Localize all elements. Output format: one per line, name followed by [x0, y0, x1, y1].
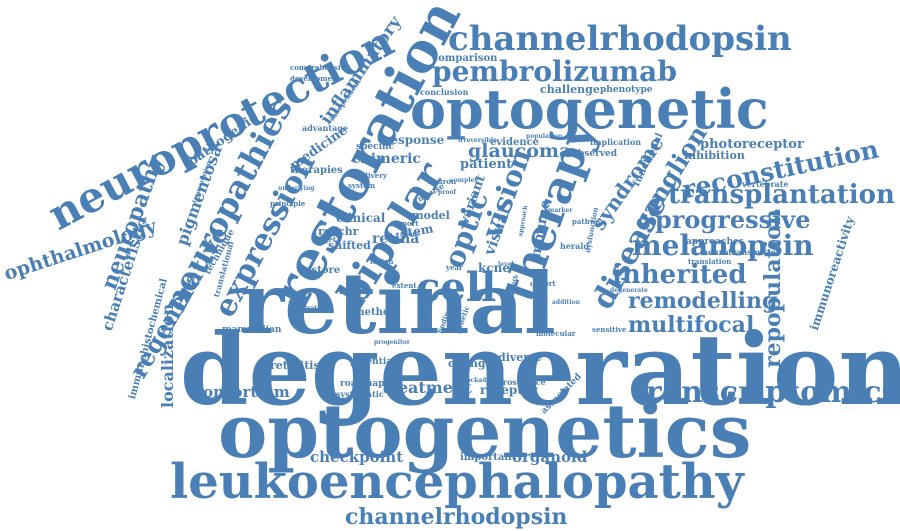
- word-reachr: reachr: [318, 225, 359, 238]
- word-response: response: [384, 133, 445, 147]
- word-principle: principle: [270, 199, 306, 208]
- word-population: population: [526, 133, 563, 140]
- word-retina: retina: [372, 231, 420, 247]
- word-progenitor: progenitor: [374, 339, 410, 346]
- word-irreversible: irreversible: [458, 137, 497, 144]
- word-photoreceptor: photoreceptor: [700, 137, 804, 152]
- word-channelrhodopsin-top: channelrhodopsin: [448, 19, 792, 59]
- word-report: report: [394, 219, 419, 228]
- word-progressive: progressive: [655, 205, 811, 234]
- word-year: year: [446, 263, 463, 272]
- word-vertebrate: vertebrate: [742, 179, 789, 189]
- word-degeneration: degeneration: [180, 313, 900, 428]
- word-treatment: treatment: [382, 378, 472, 397]
- word-degenerate: degenerate: [610, 287, 648, 294]
- word-inhibition: inhibition: [684, 149, 745, 162]
- word-level: level: [498, 261, 514, 268]
- word-repopulation: repopulation: [760, 209, 786, 368]
- word-channelrhodopsin-bottom: channelrhodopsin: [345, 504, 568, 530]
- word-clinical: clinical: [336, 211, 386, 225]
- word-implication: implication: [590, 137, 642, 147]
- word-diverse: diverse: [498, 351, 543, 364]
- word-checkpoint: checkpoint: [310, 448, 404, 466]
- word-specific: specific: [356, 142, 395, 152]
- word-leukoencephalopathy: leukoencephalopathy: [170, 454, 744, 510]
- word-dysfunction: dysfunction: [583, 206, 600, 254]
- word-kcne: kcne: [478, 261, 510, 275]
- word-conclusion: conclusion: [420, 87, 469, 97]
- word-comparison: comparison: [432, 53, 498, 64]
- word-phenotype: phenotype: [600, 85, 653, 95]
- word-melanopsin: melanopsin: [632, 229, 814, 262]
- word-glaucoma: glaucoma: [468, 140, 572, 162]
- word-organoid: organoid: [512, 448, 588, 466]
- word-model: model: [412, 209, 450, 222]
- word-lesion: lesion: [370, 257, 394, 266]
- word-neuron: neuron: [428, 177, 457, 186]
- word-patient: patient: [460, 157, 513, 172]
- word-observed: observed: [572, 149, 618, 159]
- word-change: change: [448, 357, 493, 370]
- word-retinal: retinal: [240, 254, 556, 353]
- word-comprehensive: comprehensive: [290, 63, 350, 72]
- word-result: result: [400, 231, 420, 238]
- word-addition: addition: [552, 299, 580, 306]
- word-challenge: challenge: [540, 83, 600, 96]
- word-transcriptomics: transcriptomics: [632, 375, 899, 410]
- word-molecular: molecular: [536, 329, 576, 338]
- word-localization: localization: [158, 303, 177, 408]
- word-method: method: [354, 307, 397, 318]
- word-illustration: illustration: [290, 305, 328, 312]
- word-optogenetic: optogenetic: [410, 77, 769, 141]
- word-optogenetics: optogenetics: [218, 389, 752, 475]
- word-pathway: pathway: [572, 217, 605, 226]
- word-mammalian: mammalian: [222, 325, 282, 335]
- word-systematic: systematic: [336, 389, 384, 399]
- word-system: system: [348, 181, 376, 190]
- word-extent: extent: [392, 281, 417, 290]
- word-marker: marker: [548, 207, 573, 214]
- word-neurotransmitter: neurotransmitter: [702, 247, 780, 257]
- word-restore: restore: [300, 265, 341, 276]
- word-consortium: consortium: [194, 383, 290, 401]
- word-roadmap: roadmap: [340, 379, 385, 389]
- word-blockade: blockade: [460, 377, 491, 384]
- word-complex: complex: [450, 177, 478, 184]
- word-evidence: evidence: [490, 137, 540, 148]
- word-sensitive: sensitive: [592, 325, 627, 334]
- word-translation: translation: [688, 257, 732, 266]
- word-important: important: [460, 452, 517, 463]
- word-inherited: inherited: [612, 260, 747, 290]
- word-development: development: [290, 74, 341, 83]
- word-approaches: approaches: [686, 237, 744, 247]
- word-retinitis: retinitis: [270, 359, 320, 372]
- word-cohort: cohort: [530, 279, 556, 288]
- word-transplantation: transplantation: [668, 180, 895, 210]
- word-shifted: shifted: [328, 239, 371, 252]
- word-underlying: underlying: [278, 185, 315, 192]
- word-delivery: delivery: [356, 171, 387, 180]
- word-therapies: therapies: [290, 165, 343, 176]
- word-remodelling: remodelling: [628, 288, 778, 314]
- word-potential: potential: [350, 357, 396, 367]
- word-pembrolizumab: pembrolizumab: [432, 55, 677, 88]
- word-neuroscience: neuroscience: [486, 377, 546, 387]
- word-advantage: advantage: [302, 123, 348, 133]
- word-cell: cell: [416, 264, 497, 311]
- word-receptor: receptor: [480, 383, 538, 397]
- word-multifocal: multifocal: [628, 312, 755, 338]
- word-herald: herald: [560, 241, 589, 251]
- word-proof: proof: [438, 189, 456, 196]
- word-chimeric: chimeric: [352, 151, 421, 167]
- word-target: target: [312, 235, 337, 244]
